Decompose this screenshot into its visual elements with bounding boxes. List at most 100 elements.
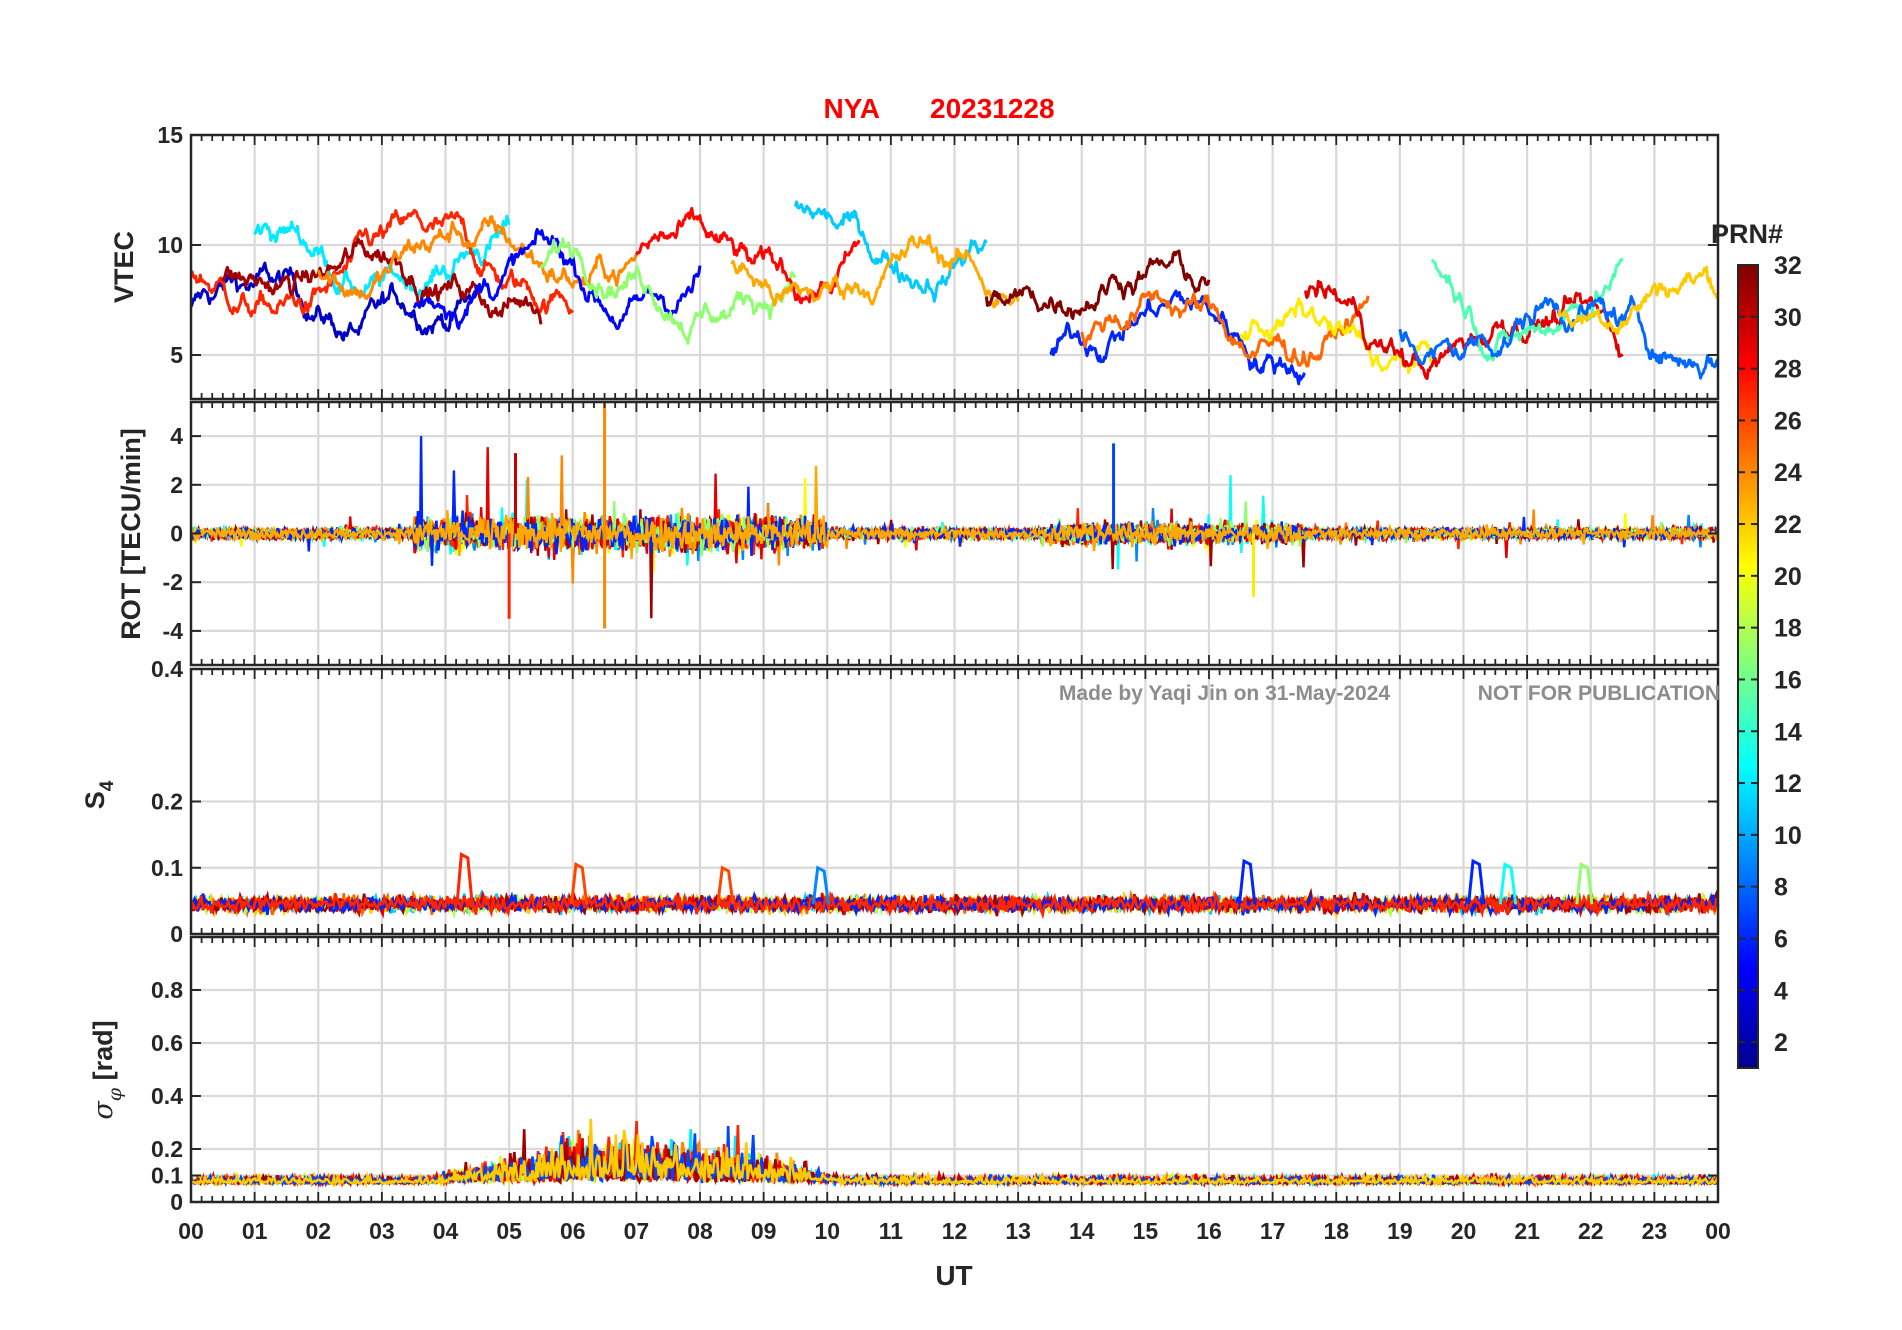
x-tick-label: 01: [242, 1218, 268, 1244]
colorbar-tick-label: 20: [1774, 563, 1802, 591]
x-axis-label: UT: [935, 1260, 972, 1291]
colorbar-tick-label: 16: [1774, 666, 1802, 694]
colorbar-tick-label: 14: [1774, 718, 1802, 746]
x-tick-label: 03: [369, 1218, 395, 1244]
s4-panel: 00.10.20.4 S4: [80, 656, 1720, 947]
vtec-series-prn-23: [730, 234, 1020, 309]
colorbar-tick-label: 26: [1774, 407, 1802, 435]
rot-series-prn-23: [189, 465, 1719, 559]
y-tick-label: 0.2: [151, 1136, 183, 1162]
s4-spike: [811, 865, 830, 905]
vtec-ylabel: VTEC: [109, 231, 139, 303]
y-tick-label: -4: [163, 618, 184, 644]
vtec-series-prn-3: [189, 261, 479, 342]
colorbar-tick-label: 24: [1774, 459, 1802, 487]
colorbar-tick-label: 18: [1774, 615, 1802, 643]
colorbar-tick-label: 8: [1774, 874, 1788, 902]
s4-spike: [1238, 858, 1257, 905]
colorbar-tick-label: 12: [1774, 770, 1802, 798]
vtec-series-prn-27: [190, 208, 574, 318]
s4-spike: [1498, 862, 1518, 905]
x-tick-label: 13: [1005, 1218, 1031, 1244]
colorbar-label: PRN#: [1711, 219, 1783, 249]
s4-series-prn-27: [189, 889, 1720, 920]
y-tick-label: 0.6: [151, 1030, 183, 1056]
x-tick-label: 04: [433, 1218, 459, 1244]
x-tick-label: 05: [496, 1218, 522, 1244]
colorbar-tick-label: 30: [1774, 304, 1802, 332]
vtec-series-prn-29: [1304, 279, 1624, 380]
x-axis-tick-labels: 00 01 02 03 04 05 06 07 08 09 10 11 12 13 14 15 16 17 18 19…: [178, 1218, 1731, 1244]
x-tick-label: 18: [1323, 1218, 1349, 1244]
y-tick-label: 2: [170, 472, 183, 498]
y-tick-label: 10: [157, 232, 183, 258]
x-tick-label: 23: [1642, 1218, 1668, 1244]
x-tick-label: 09: [751, 1218, 777, 1244]
y-tick-label: 4: [170, 423, 183, 449]
colorbar-tick-label: 10: [1774, 822, 1802, 850]
colorbar-tick-label: 28: [1774, 356, 1802, 384]
s4-spike: [1467, 858, 1486, 905]
s4-spike: [570, 862, 589, 905]
vtec-series-prn-12: [253, 214, 511, 301]
colorbar-tick-label: 2: [1774, 1029, 1788, 1057]
vtec-series-prn-32: [984, 249, 1211, 320]
y-tick-label: 15: [157, 122, 183, 148]
x-tick-label: 17: [1260, 1218, 1286, 1244]
y-tick-label: 0: [170, 521, 183, 547]
sigma-phi-series-prn-22: [190, 1118, 1720, 1189]
vtec-series-prn-28: [635, 206, 861, 305]
colorbar-tick-label: 32: [1774, 252, 1802, 280]
vtec-series-prn-6: [1049, 289, 1306, 386]
x-tick-label: 15: [1133, 1218, 1159, 1244]
chart-title-date: 20231228: [930, 93, 1055, 124]
colorbar-gradient: [1737, 264, 1759, 1069]
s4-spike: [716, 865, 735, 905]
colorbar-tick-label: 4: [1774, 977, 1788, 1005]
x-tick-label: 19: [1387, 1218, 1413, 1244]
x-tick-label: 21: [1514, 1218, 1540, 1244]
x-tick-label: 00: [178, 1218, 204, 1244]
y-tick-label: 0.4: [151, 1083, 183, 1109]
x-tick-label: 20: [1451, 1218, 1477, 1244]
y-tick-label: 0: [170, 921, 183, 947]
rot-panel: -4 -2 0 2 4 ROT [TECU/min]: [116, 400, 1720, 667]
vtec-series-prn-25: [1080, 289, 1370, 368]
y-tick-label: 0: [170, 1189, 183, 1215]
watermark-notice: NOT FOR PUBLICATION: [1478, 682, 1720, 705]
x-tick-label: 02: [305, 1218, 331, 1244]
x-tick-label: 06: [560, 1218, 586, 1244]
s4-spike: [1575, 862, 1594, 905]
vtec-series-prn-31: [221, 237, 543, 325]
x-tick-label: 16: [1196, 1218, 1222, 1244]
chart-title-station: NYA: [823, 93, 880, 124]
x-tick-label: 00: [1705, 1218, 1731, 1244]
x-tick-label: 11: [879, 1218, 904, 1244]
x-tick-label: 14: [1069, 1218, 1095, 1244]
watermark-credit: Made by Yaqi Jin on 31-May-2024: [1059, 682, 1390, 705]
vtec-panel: 5 10 15 VTEC: [109, 122, 1720, 401]
y-tick-label: 0.1: [151, 1163, 183, 1189]
s4-spike: [455, 852, 474, 905]
vtec-series-prn-17: [539, 237, 797, 345]
x-tick-label: 12: [942, 1218, 968, 1244]
sigma-phi-panel: 00.10.20.40.60.8 σφ [rad]: [88, 935, 1720, 1215]
vtec-series-prn-24: [316, 215, 638, 300]
rot-ylabel: ROT [TECU/min]: [116, 428, 146, 639]
vtec-series-prn-15: [1430, 257, 1624, 362]
y-tick-label: 5: [170, 342, 183, 368]
colorbar-tick-label: 22: [1774, 511, 1802, 539]
x-tick-label: 07: [624, 1218, 650, 1244]
vtec-series-prn-11: [793, 200, 988, 303]
colorbar-tick-label: 6: [1774, 925, 1788, 953]
x-tick-label: 10: [814, 1218, 840, 1244]
s4-series-prn-6: [189, 890, 1720, 919]
y-tick-label: 0.8: [151, 977, 183, 1003]
vtec-series-prn-22: [1557, 265, 1719, 336]
y-tick-label: 0.1: [151, 855, 183, 881]
y-tick-label: 0.4: [151, 656, 183, 682]
x-tick-label: 08: [687, 1218, 713, 1244]
y-tick-label: -2: [163, 569, 183, 595]
